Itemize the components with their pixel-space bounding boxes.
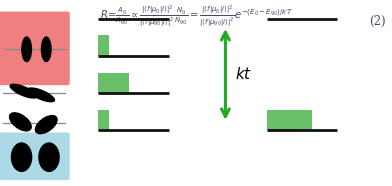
Ellipse shape	[38, 142, 60, 172]
FancyBboxPatch shape	[0, 12, 70, 85]
Ellipse shape	[21, 36, 32, 62]
Ellipse shape	[27, 87, 55, 102]
Ellipse shape	[9, 84, 38, 99]
Ellipse shape	[9, 112, 32, 132]
FancyBboxPatch shape	[0, 132, 70, 180]
FancyBboxPatch shape	[98, 35, 109, 56]
FancyBboxPatch shape	[98, 110, 109, 130]
FancyBboxPatch shape	[267, 110, 312, 130]
FancyBboxPatch shape	[98, 73, 129, 93]
Ellipse shape	[41, 36, 52, 62]
Text: $kt$: $kt$	[235, 66, 252, 82]
Text: (2): (2)	[370, 15, 386, 28]
Text: $R\!=\!\frac{A_0}{A_{90}} \propto \frac{\left|\langle f|\mu_0|i\rangle\right|^2}: $R\!=\!\frac{A_0}{A_{90}} \propto \frac{…	[100, 4, 292, 29]
Ellipse shape	[11, 142, 32, 172]
Ellipse shape	[35, 115, 58, 134]
